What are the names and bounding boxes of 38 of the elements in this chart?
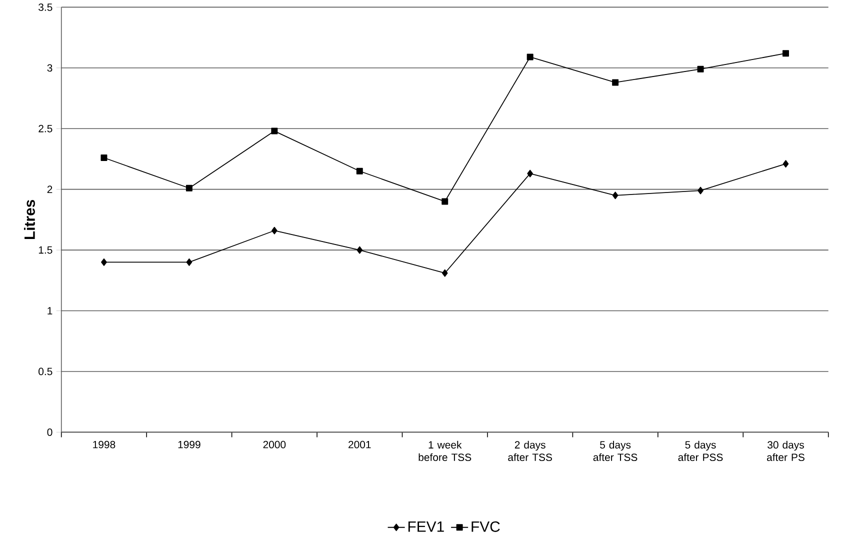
point	[782, 50, 789, 56]
point	[782, 160, 789, 168]
point	[186, 258, 192, 266]
x-tick-label: 2000	[263, 440, 286, 448]
y-tick-label: 2	[47, 186, 52, 193]
x-tick-label: 5 days after PSS	[678, 440, 723, 461]
x-tick-label: 1 week before TSS	[418, 440, 472, 461]
legend-label: FEV1	[408, 521, 444, 532]
point	[612, 191, 618, 199]
y-tick-label: 0	[47, 428, 52, 436]
point	[100, 154, 108, 161]
point	[442, 198, 448, 205]
x-tick-label: 1998	[93, 440, 116, 448]
point	[698, 186, 704, 194]
x-tick-label: 5 days after TSS	[593, 440, 638, 461]
point	[356, 168, 363, 174]
y-tick-label: 2.5	[38, 124, 52, 132]
point	[526, 54, 534, 60]
y-tick-label: 1.5	[38, 246, 52, 254]
x-tick-label: 1999	[178, 440, 200, 448]
point	[697, 66, 704, 72]
point	[186, 184, 192, 192]
y-axis-title: Litres	[24, 200, 35, 239]
point	[612, 79, 619, 86]
x-tick-label: 2 days after TSS	[508, 440, 552, 461]
point	[442, 269, 448, 277]
point	[527, 170, 533, 178]
y-tick-label: 1	[48, 307, 52, 314]
legend-label: FVC	[472, 521, 500, 532]
x-tick-label: 2001	[348, 440, 371, 448]
point	[101, 258, 107, 266]
point	[272, 226, 278, 234]
y-tick-label: 3.5	[38, 3, 52, 11]
y-tick-label: 3	[47, 64, 52, 72]
point	[356, 246, 363, 254]
point	[271, 128, 278, 134]
y-tick-label: 0.5	[38, 368, 52, 376]
x-tick-label: 30 days after PS	[767, 440, 804, 461]
